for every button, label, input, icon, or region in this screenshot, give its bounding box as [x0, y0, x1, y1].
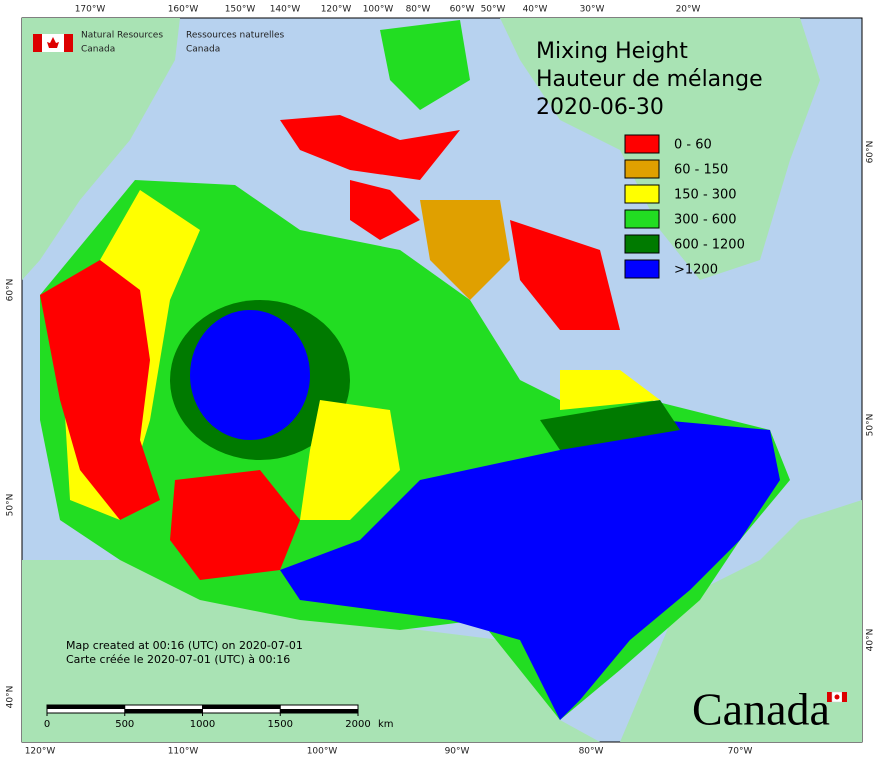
zone-0-60 — [510, 220, 620, 330]
graticule-label: 60°N — [866, 141, 876, 164]
legend-swatch — [624, 134, 660, 154]
zone-60-150 — [420, 200, 510, 300]
graticule-label: 40°N — [6, 686, 16, 709]
graticule-label: 80°W — [406, 5, 431, 15]
legend-label: 600 - 1200 — [674, 238, 745, 253]
scale-label: 2000 — [345, 719, 370, 730]
scale-bar: 0 500 1000 1500 2000 km — [44, 704, 394, 730]
credit: Map created at 00:16 (UTC) on 2020-07-01 — [66, 639, 303, 652]
scale-unit: km — [378, 719, 394, 730]
agency-fr: Canada — [186, 45, 220, 55]
wordmark: Canada — [692, 684, 830, 735]
graticule-label: 120°W — [25, 747, 56, 757]
legend-label: >1200 — [674, 263, 718, 278]
graticule-label: 40°N — [866, 629, 876, 652]
graticule-label: 30°W — [580, 5, 605, 15]
graticule-label: 100°W — [363, 5, 394, 15]
graticule-label: 80°W — [579, 747, 604, 757]
agency-en: Natural Resources — [81, 31, 163, 41]
graticule-label: 160°W — [168, 5, 199, 15]
map-title: 2020-06-30 — [536, 95, 664, 120]
zone-0-60 — [280, 115, 460, 180]
legend-label: 0 - 60 — [674, 138, 712, 153]
legend-label: 150 - 300 — [674, 188, 737, 203]
zone-0-60 — [40, 260, 160, 520]
graticule-label: 50°N — [866, 414, 876, 437]
graticule-label: 20°W — [676, 5, 701, 15]
credit: Carte créée le 2020-07-01 (UTC) à 00:16 — [66, 653, 290, 666]
map-title: Hauteur de mélange — [536, 67, 763, 92]
zone-600-1200 — [540, 400, 680, 450]
graticule-label: 150°W — [225, 5, 256, 15]
scale-segment — [280, 709, 358, 713]
zone-1200 — [190, 310, 310, 440]
graticule-label: 110°W — [168, 747, 199, 757]
legend: 0 - 60 60 - 150 150 - 300 300 - 600 600 - 12… — [624, 134, 745, 279]
scale-label: 1500 — [268, 719, 293, 730]
zone-0-60 — [350, 180, 420, 240]
legend-swatch — [624, 209, 660, 229]
atlantic-us — [620, 500, 862, 742]
zone-1200 — [280, 420, 780, 720]
scale-segment — [124, 709, 203, 713]
zone-150-300 — [300, 400, 400, 520]
graticule-label: 70°W — [728, 747, 753, 757]
scale-label: 1000 — [190, 719, 215, 730]
graticule-label: 40°W — [523, 5, 548, 15]
legend-swatch — [624, 234, 660, 254]
scale-label: 500 — [115, 719, 134, 730]
graticule-label: 90°W — [445, 747, 470, 757]
graticule-label: 50°W — [481, 5, 506, 15]
graticule-label: 60°N — [6, 279, 16, 302]
scale-label: 0 — [44, 719, 50, 730]
graticule-label: 140°W — [270, 5, 301, 15]
usa — [22, 560, 600, 742]
land — [22, 18, 862, 742]
flag — [33, 34, 73, 52]
graticule: 170°W 160°W 150°W 140°W 120°W 100°W 80°W 60°W 50… — [6, 5, 876, 757]
graticule-label: 60°W — [450, 5, 475, 15]
scale-segment — [47, 705, 125, 709]
legend-swatch — [624, 259, 660, 279]
graticule-label: 120°W — [321, 5, 352, 15]
legend-label: 300 - 600 — [674, 213, 737, 228]
graticule-label: 170°W — [75, 5, 106, 15]
zone-0-60 — [170, 470, 300, 580]
agency-en: Canada — [81, 45, 115, 55]
zone-150-300 — [560, 370, 660, 410]
agency-fr: Ressources naturelles — [186, 31, 285, 41]
wordmark-flag — [827, 691, 847, 703]
mixing-height — [40, 20, 790, 720]
graticule-label: 50°N — [6, 494, 16, 517]
legend-swatch — [624, 159, 660, 179]
zone-300-600 — [380, 20, 470, 110]
greenland — [500, 18, 820, 280]
alaska — [22, 18, 180, 280]
legend-label: 60 - 150 — [674, 163, 728, 178]
map-title: Mixing Height — [536, 39, 688, 64]
scale-segment — [202, 705, 281, 709]
graticule-label: 100°W — [307, 747, 338, 757]
legend-swatch — [624, 184, 660, 204]
